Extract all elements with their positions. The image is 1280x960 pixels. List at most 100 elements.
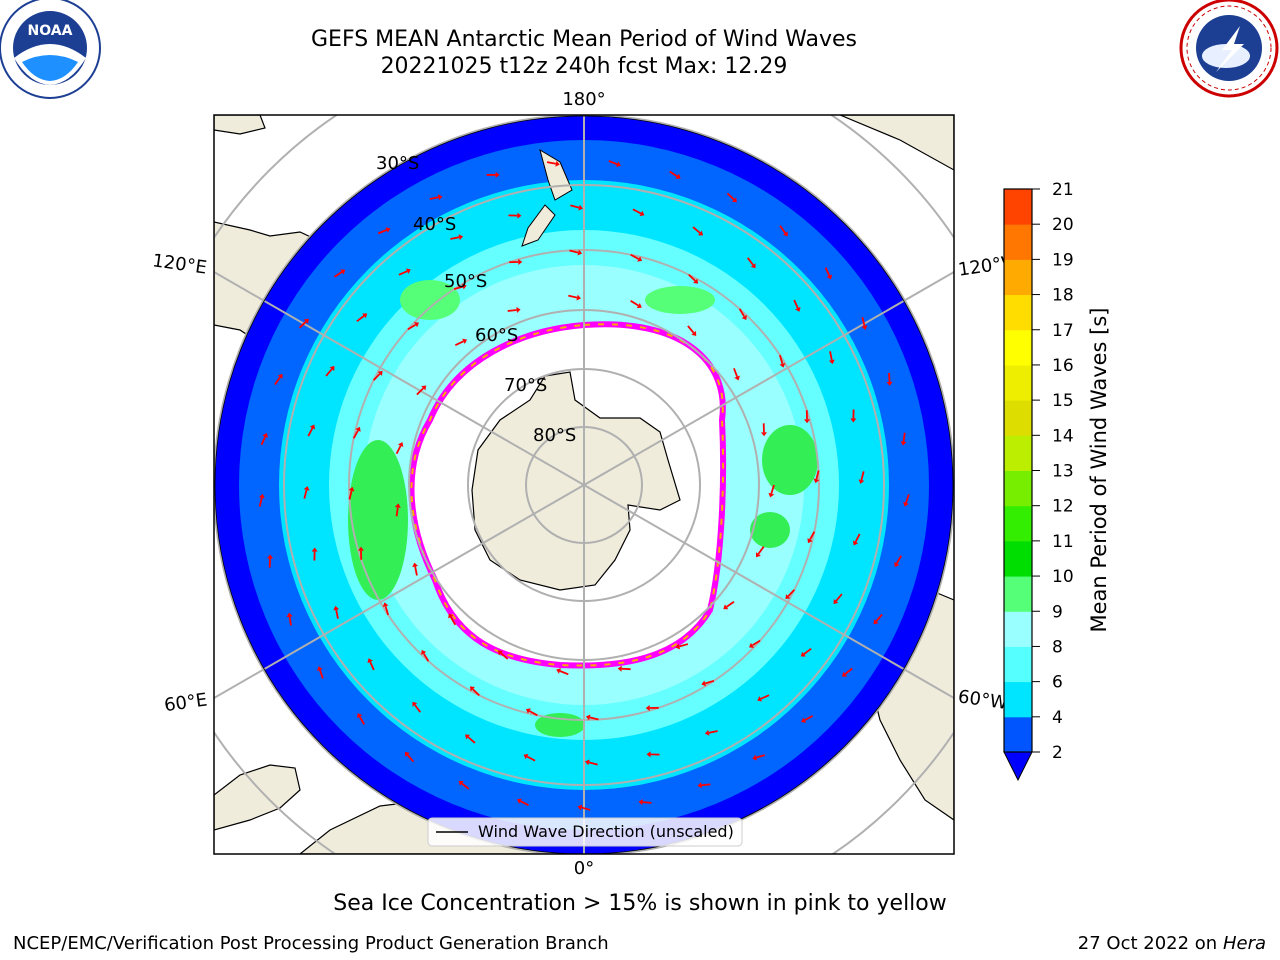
wind-arrow	[679, 643, 689, 648]
wind-arrow-head	[646, 751, 651, 758]
wind-arrow	[526, 755, 536, 762]
colorbar-label: Mean Period of Wind Waves [s]	[1087, 308, 1111, 633]
wind-arrow	[875, 613, 883, 622]
wind-arrow	[787, 589, 796, 597]
wind-arrow-head	[785, 594, 791, 600]
wind-arrow-head	[317, 666, 323, 671]
wind-arrow-head	[397, 442, 404, 448]
map-frame	[213, 114, 955, 855]
colorbar-segment	[1004, 329, 1032, 366]
wind-arrow	[348, 490, 353, 500]
wind-arrow	[369, 661, 375, 671]
wind-arrow-head	[850, 418, 857, 423]
legend-label: Wind Wave Direction (unscaled)	[478, 822, 734, 841]
wind-arrow-head	[362, 313, 368, 319]
wind-arrow-head	[578, 204, 583, 211]
wind-arrow	[861, 317, 866, 327]
lat-label-30s: 30°S	[376, 153, 419, 174]
colorbar-segment	[1004, 189, 1032, 225]
wind-arrow	[688, 273, 696, 282]
sea-ice-note: Sea Ice Concentration > 15% is shown in …	[333, 891, 947, 916]
graticule	[214, 115, 954, 854]
wind-arrow	[835, 593, 843, 602]
colorbar-tick-label: 18	[1052, 286, 1074, 306]
wind-arrow	[588, 761, 598, 766]
colorbar-tick-label: 19	[1052, 250, 1074, 270]
wind-arrow	[406, 754, 415, 763]
wind-arrow-head	[760, 432, 767, 437]
colorbar-tick-label: 14	[1052, 426, 1074, 446]
wind-arrow-head	[461, 283, 467, 290]
wind-arrow-head	[639, 210, 645, 217]
wind-arrow-head	[842, 671, 848, 677]
noaa-logo: NOAA	[0, 0, 101, 99]
wind-arrow-head	[340, 269, 346, 275]
wind-arrow-head	[497, 650, 503, 656]
wind-arrow	[815, 470, 820, 480]
wind-arrow-head	[894, 561, 900, 567]
wind-arrow-head	[693, 278, 699, 284]
footer-host: Hera	[1222, 933, 1266, 954]
wind-arrow	[335, 609, 339, 619]
wind-arrow-head	[807, 538, 813, 544]
colorbar: 2 4 6 8 9 10 11 12 13 14 15 16 17 18 19 20 21 Mean Perio…	[1003, 180, 1111, 782]
wind-arrow	[325, 368, 333, 377]
wind-arrow	[829, 351, 833, 361]
wind-arrow	[303, 489, 308, 499]
wind-arrow-head	[861, 325, 868, 330]
wind-arrow	[358, 716, 365, 725]
wind-arrow	[472, 688, 480, 697]
wind-arrow-head	[697, 230, 703, 236]
colorbar-segment	[1004, 681, 1032, 718]
wind-arrow-head	[691, 330, 697, 336]
wind-arrow	[779, 225, 787, 234]
wind-arrow	[416, 387, 424, 396]
wind-arrow-head	[704, 729, 710, 736]
wind-arrow-head	[757, 696, 763, 702]
lon-label-120e: 120°E	[151, 250, 208, 278]
wind-arrow-head	[348, 486, 355, 492]
wind-arrow	[407, 323, 417, 331]
colorbar-segment	[1004, 646, 1032, 683]
wind-arrow-head	[577, 804, 583, 811]
wind-arrow	[274, 376, 281, 386]
wind-arrow-head	[800, 651, 806, 657]
colorbar-tick-label: 11	[1052, 532, 1074, 552]
colorbar-tick-label: 4	[1052, 708, 1063, 728]
wind-arrow-head	[585, 714, 591, 721]
wind-arrow-head	[303, 486, 310, 491]
wind-arrow-head	[734, 375, 740, 381]
wind-arrow	[260, 436, 267, 446]
wind-arrow	[453, 285, 464, 290]
colorbar-tick-label: 10	[1052, 567, 1074, 587]
wind-arrow-head	[616, 161, 621, 168]
wind-arrow	[895, 555, 903, 564]
wind-arrow	[632, 208, 642, 215]
wind-arrow	[559, 670, 569, 676]
wind-arrow	[319, 669, 324, 679]
wind-arrow	[546, 161, 557, 165]
wind-arrow	[844, 667, 853, 675]
wind-arrow-head	[903, 501, 909, 507]
wind-arrow-head	[495, 171, 500, 178]
lat-label-50s: 50°S	[444, 271, 487, 292]
wind-arrow	[528, 710, 538, 717]
wind-arrow	[395, 507, 399, 517]
wind-arrow	[803, 647, 812, 655]
wind-arrow	[779, 354, 784, 365]
wind-arrow	[307, 427, 314, 437]
wind-arrow	[377, 229, 388, 235]
colorbar-tick-label: 6	[1052, 673, 1063, 693]
wind-arrow	[395, 445, 402, 455]
wind-arrow-head	[858, 479, 865, 484]
wind-arrow-head	[768, 492, 775, 498]
wind-arrow	[288, 616, 292, 626]
lon-label-60w: 60°W	[957, 686, 1009, 714]
wind-arrow	[500, 652, 509, 660]
wind-arrow	[902, 432, 906, 442]
wind-arrow	[422, 652, 430, 662]
wind-arrow	[726, 600, 735, 608]
wind-arrow-head	[517, 212, 522, 219]
wind-arrow-head	[333, 605, 340, 611]
